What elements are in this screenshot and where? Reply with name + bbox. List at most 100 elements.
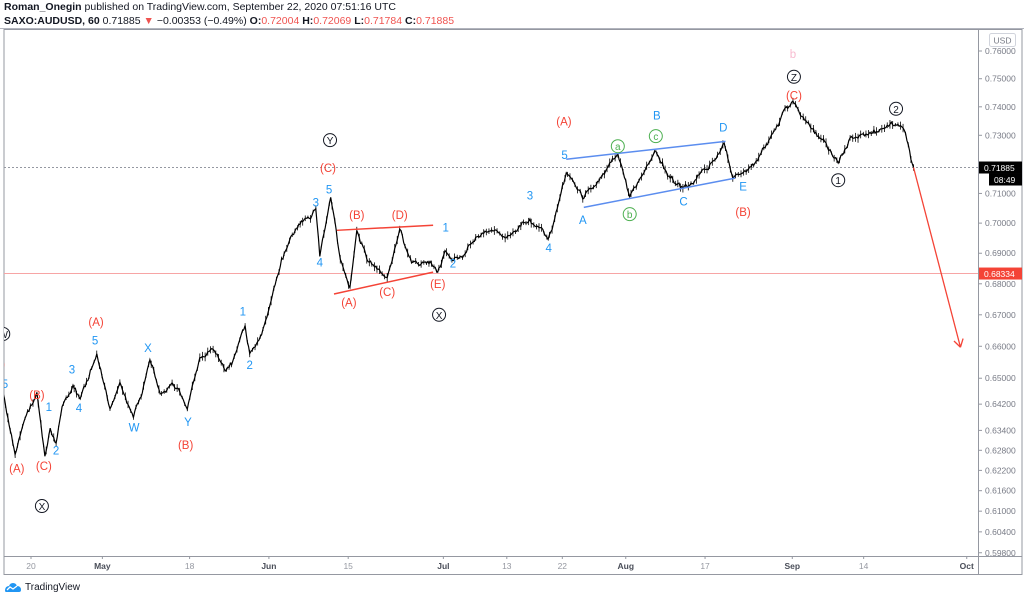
wave-label[interactable]: b xyxy=(790,49,796,61)
wave-label-text: 2 xyxy=(53,445,59,457)
price-tick-label: 0.76000 xyxy=(985,46,1016,56)
wave-label[interactable]: B xyxy=(653,111,661,123)
author-name[interactable]: Roman_Onegin xyxy=(4,1,82,13)
wave-label[interactable]: 5 xyxy=(561,150,567,162)
tradingview-logo-icon xyxy=(5,583,21,592)
time-tick-label: May xyxy=(94,561,111,571)
tradingview-logo[interactable]: TradingView xyxy=(4,582,80,593)
wave-label-text: (B) xyxy=(735,207,751,219)
wave-label[interactable]: X xyxy=(432,307,447,322)
price-tick-label: 0.62200 xyxy=(985,465,1016,475)
publish-info: Roman_Onegin published on TradingView.co… xyxy=(4,1,396,13)
wave-label[interactable]: 1 xyxy=(442,222,448,234)
price-axis[interactable]: 0.76000 0.75000 0.74000 0.73000 0.71000 0.700… xyxy=(978,46,1016,558)
low-value: 0.71784 xyxy=(364,15,403,27)
currency-button[interactable]: USD xyxy=(989,33,1016,47)
wave-label[interactable]: 2 xyxy=(247,360,253,372)
wave-label[interactable]: X xyxy=(144,343,152,355)
wave-label-text: W xyxy=(129,422,140,434)
wave-label[interactable]: c xyxy=(648,129,663,144)
currency-label: USD xyxy=(994,36,1012,46)
wave-label[interactable]: Y xyxy=(323,133,338,148)
wave-label[interactable]: 3 xyxy=(69,365,75,377)
wave-label[interactable]: b xyxy=(622,207,637,222)
wave-label[interactable]: (D) xyxy=(392,210,408,222)
arrow-head xyxy=(953,340,961,348)
wave-label-text: (A) xyxy=(9,463,25,475)
wave-label[interactable]: (E) xyxy=(430,279,446,291)
wave-label-text: (D) xyxy=(392,210,408,222)
wave-label-text: (A) xyxy=(556,117,572,129)
wave-label[interactable]: X xyxy=(34,499,49,514)
trendline[interactable] xyxy=(566,140,726,160)
wave-label-text: X xyxy=(39,502,46,513)
time-axis[interactable]: 20 May 18 Jun 15 Jul 13 22 Aug 17 Sep 14 Oct xyxy=(26,556,974,571)
wave-label[interactable]: Y xyxy=(184,417,192,429)
wave-label[interactable]: 4 xyxy=(317,258,324,270)
wave-label[interactable]: (A) xyxy=(88,317,104,329)
time-tick-label: 17 xyxy=(700,561,710,571)
wave-label[interactable]: C xyxy=(679,196,687,208)
trendline[interactable] xyxy=(336,224,434,232)
high-value: 0.72069 xyxy=(313,15,352,27)
wave-label-circle xyxy=(323,133,338,148)
wave-label[interactable]: (A) xyxy=(341,298,357,310)
wave-label[interactable]: W xyxy=(129,422,140,434)
wave-label-circle xyxy=(622,207,637,222)
trendline[interactable] xyxy=(583,177,736,209)
wave-label[interactable]: 2 xyxy=(889,101,904,116)
wave-label[interactable]: 1 xyxy=(240,307,246,319)
wave-label-text: 1 xyxy=(442,222,448,234)
wave-label[interactable]: (A) xyxy=(556,117,572,129)
forecast-arrow[interactable] xyxy=(912,167,962,348)
wave-label[interactable]: (A) xyxy=(9,463,25,475)
wave-label[interactable]: 3 xyxy=(313,197,319,209)
wave-label-text: Y xyxy=(327,136,334,147)
price-badge xyxy=(979,161,1022,174)
countdown-label: 08:49 xyxy=(994,175,1016,185)
wave-label[interactable]: (C) xyxy=(379,287,395,299)
price-badge-label: 0.68334 xyxy=(984,269,1015,279)
wave-label[interactable]: 2 xyxy=(53,445,59,457)
wave-label[interactable]: (C) xyxy=(320,163,336,175)
trendline[interactable] xyxy=(333,271,434,295)
wave-label[interactable]: 4 xyxy=(546,243,553,255)
open-label: O: xyxy=(249,15,262,27)
countdown-badge xyxy=(989,173,1022,186)
wave-label-circle xyxy=(831,173,846,188)
wave-label[interactable]: A xyxy=(579,215,587,227)
wave-label-text: 5 xyxy=(326,184,332,196)
wave-label[interactable]: 2 xyxy=(450,259,456,271)
wave-label[interactable]: (B) xyxy=(29,390,45,402)
wave-label[interactable]: E xyxy=(739,181,747,193)
wave-label[interactable]: 5 xyxy=(2,379,8,391)
price-tick-label: 0.68000 xyxy=(985,279,1016,289)
price-tick-label: 0.74000 xyxy=(985,102,1016,112)
wave-label[interactable]: 5 xyxy=(326,184,332,196)
wave-label[interactable]: (B) xyxy=(349,210,365,222)
wave-label[interactable]: D xyxy=(719,123,727,135)
wave-label[interactable]: 5 xyxy=(92,335,98,347)
chart-frame xyxy=(3,29,1023,575)
wave-label[interactable]: 1 xyxy=(831,173,846,188)
wave-label[interactable]: 3 xyxy=(527,191,533,203)
price-chart[interactable]: W(C)5(A)(B)(C)12X345(A)WXY(B)12Y(C)534(B… xyxy=(0,29,1024,581)
wave-label[interactable]: Z xyxy=(786,69,801,84)
wave-label[interactable]: 4 xyxy=(76,403,83,415)
wave-label[interactable]: (C) xyxy=(0,359,5,371)
wave-label[interactable]: W xyxy=(0,326,11,341)
wave-label-text: a xyxy=(615,142,621,153)
wave-label[interactable]: 1 xyxy=(46,402,52,414)
price-tick-label: 0.75000 xyxy=(985,74,1016,84)
wave-label[interactable]: (B) xyxy=(178,440,194,452)
wave-label-text: 3 xyxy=(527,191,533,203)
wave-label[interactable]: (C) xyxy=(786,90,802,102)
high-label: H: xyxy=(302,15,314,27)
wave-label-text: B xyxy=(653,111,661,123)
wave-label-circle xyxy=(4,326,11,341)
wave-label[interactable]: (C) xyxy=(36,461,52,473)
wave-label-text: (C) xyxy=(36,461,52,473)
wave-label[interactable]: (B) xyxy=(735,207,751,219)
wave-label-text: C xyxy=(679,196,687,208)
wave-label[interactable]: a xyxy=(610,139,625,154)
